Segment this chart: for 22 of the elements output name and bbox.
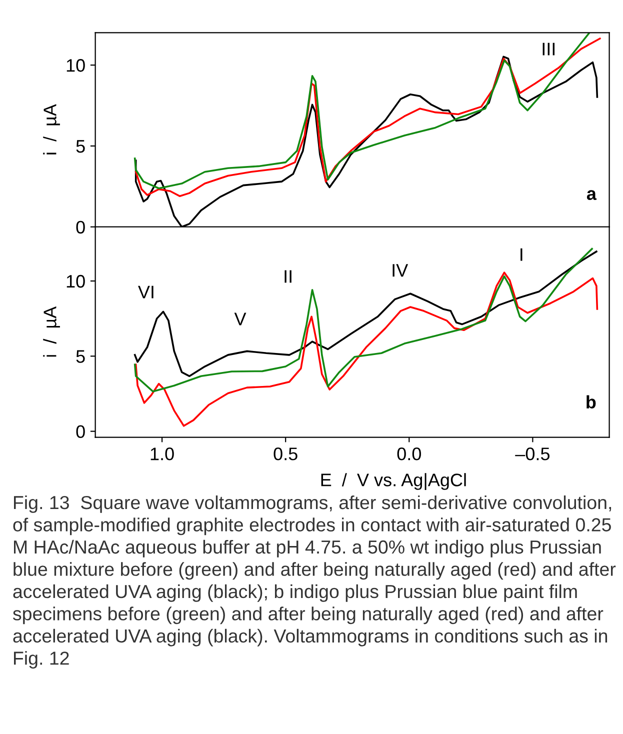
caption: Fig. 13 Square wave voltammograms, after semi-derivative convolution, of sample-modified graphite electrodes in contact with air-saturated 0.25 M HAc/NaAc aqueous buffer at pH 4.75. a 50% wt indigo plus Prussian blue mixture before (green) and after being naturally aged (red) and after accelerated UVA aging (black); b indigo plus Prussian blue paint film specimens before (green) and after being naturally aged (red) and after accelerated UVA aging (black). Voltammograms in conditions such as in Fig. 12 xyxy=(12,495,616,669)
x-tick-label: 1.0 xyxy=(150,448,174,460)
text: a xyxy=(586,190,597,200)
y-tick-label: 10 xyxy=(66,274,85,288)
y-axis-title: i / µA xyxy=(43,104,60,154)
y-tick-label: 0 xyxy=(76,220,85,234)
text: b xyxy=(586,395,596,408)
y-tick-label: 10 xyxy=(66,59,85,72)
x-tick-label: –0.5 xyxy=(515,448,550,460)
x-tick-label: 0.5 xyxy=(274,448,298,460)
annotation: I xyxy=(520,248,522,261)
annotation: VI xyxy=(138,286,154,298)
annotation: II xyxy=(284,270,292,283)
y-tick-label: 5 xyxy=(76,140,85,153)
annotation: III xyxy=(542,42,555,56)
y-tick-label: 5 xyxy=(76,350,85,363)
x-tick-label: 0.0 xyxy=(397,448,421,460)
annotation: IV xyxy=(392,264,408,277)
annotation: V xyxy=(234,312,246,326)
x-axis-title: E / V vs. Ag|AgCl xyxy=(321,473,466,490)
y-tick-label: 0 xyxy=(76,425,85,438)
y-axis-title: i / µA xyxy=(43,306,60,357)
